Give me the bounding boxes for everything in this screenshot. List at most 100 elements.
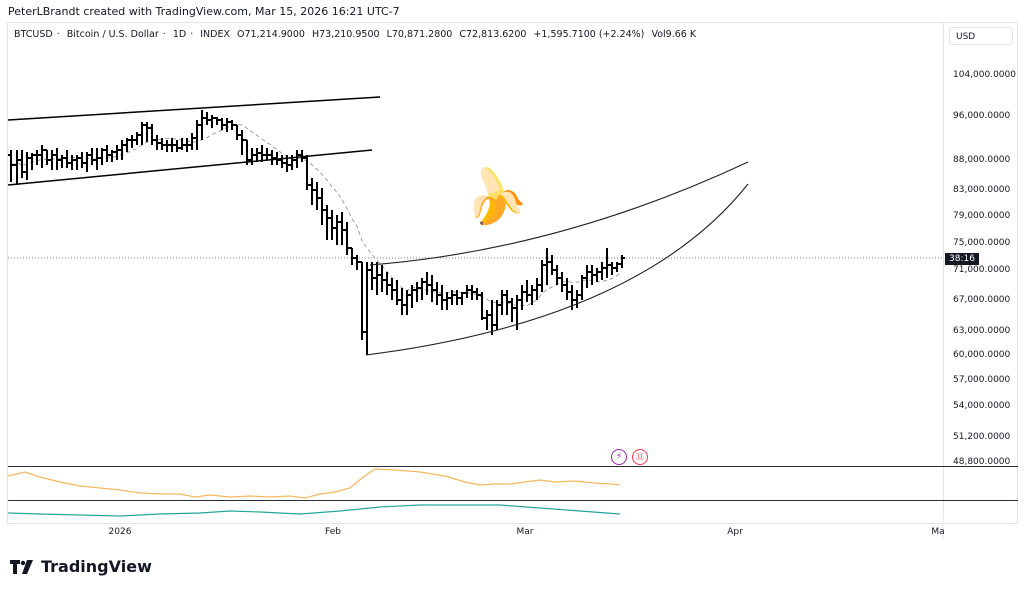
legend-high: H73,210.9500	[311, 29, 380, 40]
time-axis[interactable]	[8, 517, 943, 539]
legend-close: C72,813.6200	[459, 29, 527, 40]
ohlc-bar	[369, 262, 375, 290]
ohlc-bar	[39, 145, 45, 168]
ohlc-bar	[344, 222, 350, 255]
ohlc-bar	[309, 178, 315, 205]
ohlc-bar	[349, 247, 355, 265]
chart-frame	[7, 22, 1018, 524]
ohlc-bar	[554, 265, 560, 285]
price-axis[interactable]	[943, 22, 1019, 517]
price-tick-label: 96,000.0000	[953, 111, 1011, 121]
lower-channel-line[interactable]	[7, 149, 373, 186]
ohlc-bar	[204, 112, 210, 125]
ohlc-bar	[259, 145, 265, 162]
ohlc-bar	[44, 149, 50, 165]
tradingview-logo-icon	[10, 559, 33, 574]
ohlc-bar	[144, 122, 150, 142]
symbol-legend: BTCUSD · Bitcoin / U.S. Dollar · 1D · INDEX…	[14, 29, 697, 40]
ohlc-bar	[524, 280, 530, 302]
ohlc-bar	[114, 145, 120, 160]
ohlc-bar	[619, 255, 625, 268]
ohlc-bar	[439, 285, 445, 310]
ohlc-bar	[464, 285, 470, 298]
price-tick-label: 54,000.0000	[953, 401, 1011, 411]
ohlc-bar	[414, 282, 420, 302]
ohlc-bar	[8, 150, 14, 182]
ohlc-bar	[409, 285, 415, 308]
ohlc-bar	[14, 150, 20, 185]
ohlc-bar	[79, 152, 85, 168]
ohlc-bar	[399, 288, 405, 315]
chart-caption: PeterLBrandt created with TradingView.co…	[8, 5, 400, 18]
ohlc-bar	[339, 212, 345, 245]
price-tick-label: 63,000.0000	[953, 326, 1011, 336]
ohlc-bar	[329, 210, 335, 240]
ohlc-bar	[239, 130, 245, 155]
ohlc-bar	[394, 280, 400, 305]
ohlc-bar	[434, 282, 440, 305]
price-tick-label: 71,000.0000	[953, 265, 1011, 275]
ohlc-bar	[34, 150, 40, 165]
price-tick-label: 104,000.0000	[953, 70, 1016, 80]
bar-countdown-label: 38:16	[945, 253, 979, 265]
ohlc-bar	[224, 118, 230, 132]
logo-text: TradingView	[41, 557, 152, 576]
time-tick-label: 2026	[108, 527, 132, 537]
us-flag-event-icon[interactable]: 🇺	[632, 449, 648, 465]
upper-channel-line[interactable]	[7, 96, 381, 121]
ohlc-bar	[314, 182, 320, 210]
ohlc-bar	[64, 150, 70, 168]
ohlc-bar	[519, 285, 525, 310]
legend-exchange: INDEX	[200, 29, 230, 40]
legend-low: L70,871.2800	[386, 29, 453, 40]
moving-average-line	[10, 124, 623, 306]
pane-separator[interactable]	[8, 466, 1018, 467]
price-tick-label: 83,000.0000	[953, 185, 1011, 195]
upper-curve[interactable]	[369, 161, 749, 266]
ohlc-bar	[24, 152, 30, 180]
price-tick-label: 51,200.0000	[953, 432, 1011, 442]
legend-interval: 1D	[172, 29, 187, 40]
ohlc-bar	[374, 262, 380, 295]
time-tick-label: Ma	[931, 527, 945, 537]
time-tick-label: Feb	[325, 527, 341, 537]
banana-emoji-annotation[interactable]: 🍌	[456, 159, 533, 233]
ohlc-bar	[584, 265, 590, 288]
currency-button[interactable]: USD	[949, 27, 1013, 45]
legend-open: O71,214.9000	[237, 29, 305, 40]
ohlc-bar	[444, 292, 450, 310]
ohlc-bar	[384, 272, 390, 295]
ohlc-bar	[429, 275, 435, 302]
ohlc-bar	[594, 268, 600, 282]
price-tick-label: 88,000.0000	[953, 155, 1011, 165]
orange-oscillator-line	[7, 468, 621, 499]
ohlc-bar	[49, 150, 55, 170]
ohlc-bar	[149, 124, 155, 145]
legend-symbol[interactable]: BTCUSD	[14, 29, 53, 40]
legend-volume: Vol9.66 K	[651, 29, 697, 40]
ohlc-bar	[134, 132, 140, 145]
ohlc-bar	[199, 110, 205, 140]
ohlc-bar	[574, 290, 580, 308]
ohlc-bar	[424, 272, 430, 295]
ohlc-bar	[324, 205, 330, 240]
ohlc-bar	[209, 115, 215, 128]
ohlc-bar	[404, 290, 410, 315]
green-oscillator-line	[7, 504, 621, 517]
ohlc-bar	[509, 298, 515, 322]
lower-curve[interactable]	[365, 183, 749, 356]
time-tick-label: Mar	[516, 527, 534, 537]
ohlc-bar	[364, 262, 370, 355]
lightning-event-icon[interactable]: ⚡	[611, 449, 627, 465]
ohlc-bar	[319, 188, 325, 225]
price-tick-label: 75,000.0000	[953, 238, 1011, 248]
ohlc-bar	[479, 292, 485, 320]
ohlc-bar	[489, 300, 495, 335]
pane-separator[interactable]	[8, 500, 1018, 501]
ohlc-bar	[604, 248, 610, 278]
ohlc-bar	[599, 262, 605, 280]
ohlc-bar	[59, 155, 65, 168]
ohlc-bar	[544, 248, 550, 285]
legend-change: +1,595.7100 (+2.24%)	[533, 29, 645, 40]
